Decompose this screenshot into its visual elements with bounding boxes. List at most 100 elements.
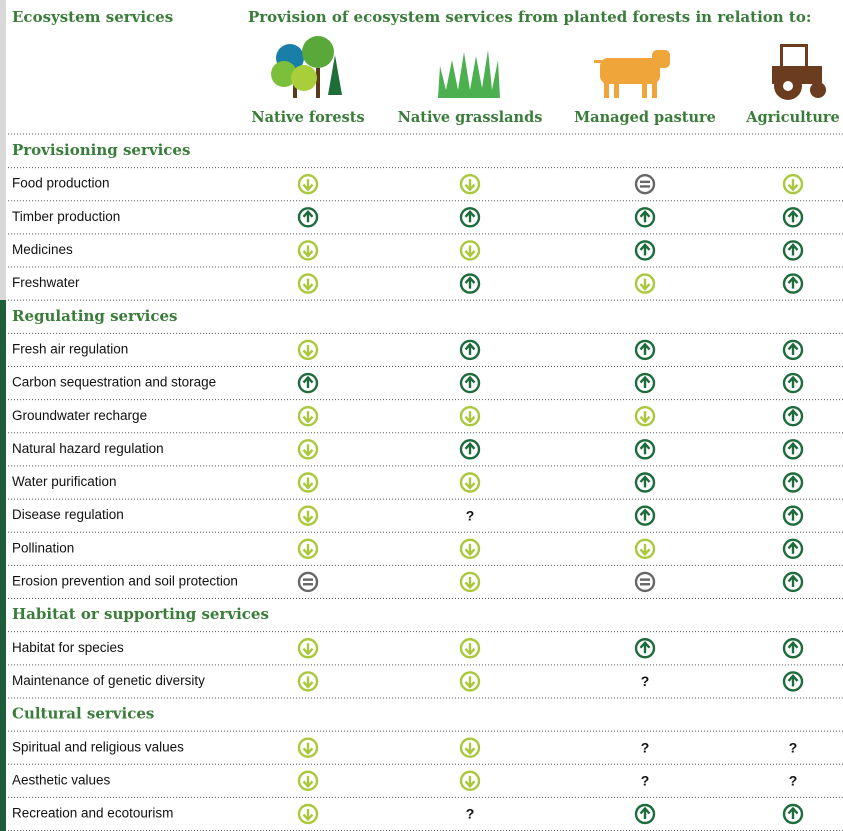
trend-up [784,440,802,458]
trend-down [461,474,479,492]
trend-up [636,507,654,525]
trend-up [784,507,802,525]
trend-up [636,639,654,657]
trend-down [299,440,317,458]
icon-ring [636,175,654,193]
icon-bar [640,181,650,183]
row-label: Maintenance of genetic diversity [12,673,205,688]
section-title: Regulating services [12,307,178,325]
trend-up [461,440,479,458]
column-label: Managed pasture [574,109,716,126]
unknown-mark: ? [466,806,475,822]
unknown-mark: ? [466,507,475,523]
trend-down [299,672,317,690]
trend-down [636,540,654,558]
trend-down [461,241,479,259]
row-label: Erosion prevention and soil protection [12,574,238,589]
trend-up [636,374,654,392]
trend-up [784,407,802,425]
trend-down [299,407,317,425]
trend-up [784,672,802,690]
trend-down [461,407,479,425]
trend-up [784,639,802,657]
trend-up [636,474,654,492]
icon-bar [303,578,313,580]
trend-equal [636,573,654,591]
trend-up [784,374,802,392]
trend-down [461,175,479,193]
row-label: Spiritual and religious values [12,739,184,754]
column-label: Native grasslands [398,109,543,126]
trend-up [784,341,802,359]
trend-down [461,540,479,558]
trend-up [299,208,317,226]
trend-down [299,507,317,525]
row-label: Recreation and ecotourism [12,806,173,821]
trend-equal [636,175,654,193]
trend-down [299,175,317,193]
section-title: Habitat or supporting services [12,605,269,623]
trend-down [299,739,317,757]
trend-down [299,805,317,823]
trend-up [784,275,802,293]
trend-equal [299,573,317,591]
icon-bar [303,583,313,585]
trend-up [784,573,802,591]
trend-up [784,208,802,226]
row-label: Natural hazard regulation [12,441,164,456]
trend-up [784,241,802,259]
trend-up [784,474,802,492]
row-label: Timber production [12,209,120,224]
header-first-column: Ecosystem services [12,8,173,26]
icon-bar [640,583,650,585]
trend-up [636,341,654,359]
trend-up [461,208,479,226]
trend-down [299,540,317,558]
row-label: Fresh air regulation [12,341,128,356]
row-label: Food production [12,176,110,191]
trend-up [461,341,479,359]
icon-ring [636,573,654,591]
trend-up [299,374,317,392]
trend-down [299,275,317,293]
trend-up [784,805,802,823]
section-title: Provisioning services [12,141,190,159]
trend-down [461,772,479,790]
unknown-mark: ? [789,739,798,755]
trend-down [461,639,479,657]
row-label: Groundwater recharge [12,408,147,423]
icon-ring [299,573,317,591]
trend-down [299,241,317,259]
trend-up [636,440,654,458]
row-label: Freshwater [12,275,80,290]
column-label: Native forests [251,109,364,126]
unknown-mark: ? [789,773,798,789]
trend-down [299,772,317,790]
icon-bar [640,578,650,580]
row-label: Water purification [12,474,117,489]
unknown-mark: ? [641,739,650,755]
trend-down [636,407,654,425]
row-label: Disease regulation [12,507,124,522]
row-label: Habitat for species [12,640,124,655]
trend-down [461,573,479,591]
trend-down [461,672,479,690]
trend-up [636,805,654,823]
trend-up [461,374,479,392]
trend-down [299,639,317,657]
row-label: Aesthetic values [12,772,111,787]
row-label: Pollination [12,540,74,555]
trend-up [784,540,802,558]
unknown-mark: ? [641,773,650,789]
trend-down [784,175,802,193]
icon-bar [640,185,650,187]
trend-up [636,241,654,259]
header-title: Provision of ecosystem services from pla… [248,8,811,26]
trend-down [299,341,317,359]
side-strip [0,300,6,831]
trend-down [299,474,317,492]
table-infographic: Ecosystem services Provision of ecosyste… [0,0,843,831]
side-strip [0,0,6,300]
section-title: Cultural services [12,705,154,723]
row-label: Medicines [12,242,73,257]
